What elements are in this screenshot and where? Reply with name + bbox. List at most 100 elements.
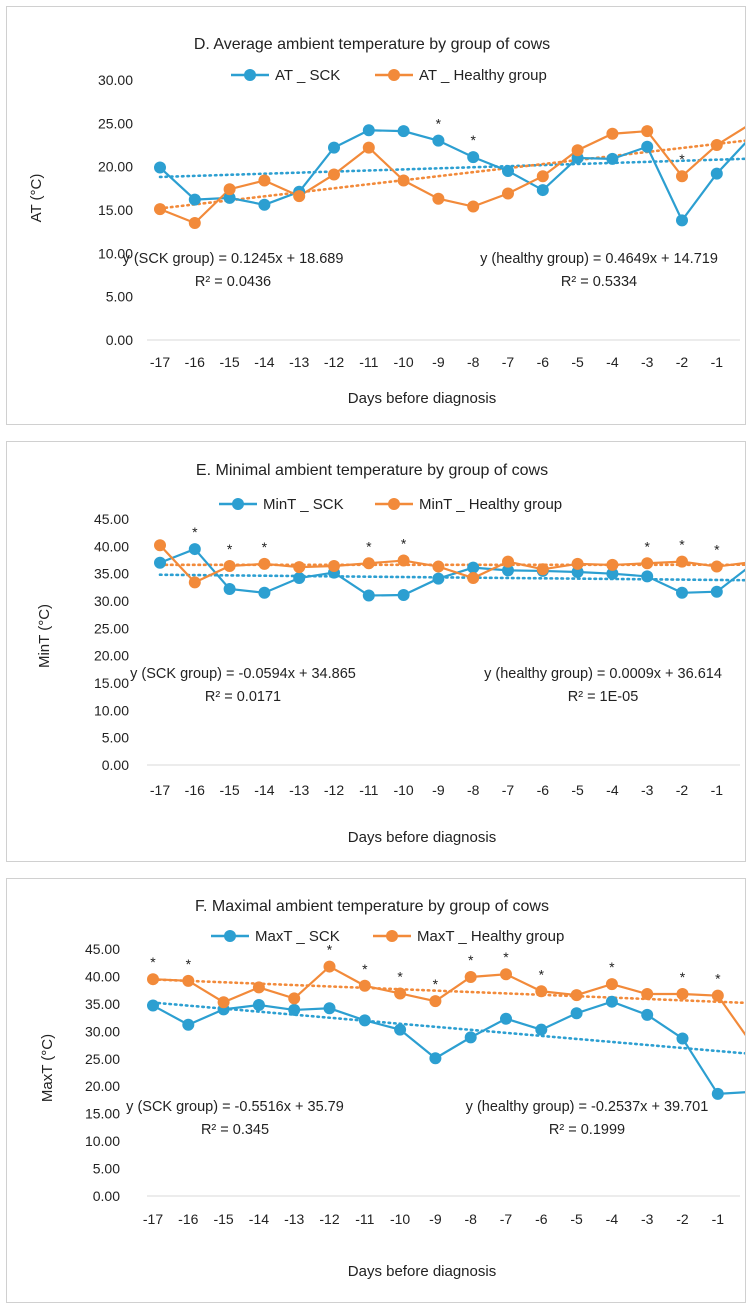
x-tick-label: -3 bbox=[641, 1211, 654, 1227]
data-point-healthy bbox=[536, 170, 549, 183]
data-point-healthy bbox=[397, 554, 410, 567]
legend-marker-healthy bbox=[388, 69, 400, 81]
x-tick-label: -14 bbox=[254, 354, 274, 370]
trend-r2-sck: R² = 0.0171 bbox=[205, 689, 281, 705]
trend-eq-healthy: y (healthy group) = -0.2537x + 39.701 bbox=[466, 1099, 709, 1115]
significance-asterisk: * bbox=[186, 956, 192, 972]
trendlines bbox=[158, 139, 745, 210]
data-point-sck bbox=[676, 1032, 689, 1045]
x-tick-label: -2 bbox=[676, 354, 689, 370]
data-point-healthy bbox=[432, 560, 445, 573]
x-tick-label: -16 bbox=[185, 782, 205, 798]
x-tick-label: -7 bbox=[502, 354, 515, 370]
data-point-sck bbox=[394, 1023, 407, 1036]
y-tick-label: 5.00 bbox=[102, 730, 129, 746]
x-tick-label: -6 bbox=[535, 1211, 548, 1227]
data-point-sck bbox=[641, 1008, 654, 1021]
data-point-healthy bbox=[293, 190, 306, 203]
data-point-healthy bbox=[710, 139, 723, 151]
y-axis-ticks: 0.00 5.00 10.00 15.00 20.00 25.00 30.00 bbox=[98, 72, 133, 348]
legend-label-healthy: MinT _ Healthy group bbox=[419, 496, 562, 513]
data-point-healthy bbox=[710, 560, 723, 573]
significance-asterisk: * bbox=[433, 976, 439, 992]
y-axis-label: AT (°C) bbox=[28, 174, 45, 223]
data-point-sck bbox=[188, 193, 201, 206]
significance-asterisk: * bbox=[715, 971, 721, 987]
x-tick-label: -13 bbox=[284, 1211, 304, 1227]
data-point-healthy bbox=[182, 974, 195, 987]
data-point-sck bbox=[605, 995, 618, 1008]
y-tick-label: 10.00 bbox=[94, 702, 129, 718]
x-tick-label: -17 bbox=[143, 1211, 163, 1227]
data-point-healthy bbox=[464, 970, 477, 983]
data-point-sck bbox=[710, 585, 723, 598]
x-tick-label: -15 bbox=[219, 782, 239, 798]
x-tick-label: -12 bbox=[324, 354, 344, 370]
data-point-healthy bbox=[605, 978, 618, 991]
significance-asterisk: * bbox=[539, 966, 545, 982]
y-tick-label: 20.00 bbox=[98, 159, 133, 175]
y-tick-label: 45.00 bbox=[94, 511, 129, 527]
data-point-healthy bbox=[362, 141, 375, 154]
x-tick-label: -9 bbox=[432, 782, 445, 798]
data-point-healthy bbox=[328, 560, 340, 573]
x-axis-ticks: -17 -16 -15 -14 -13 -12 -11 -10 -9 -8 -7 -6 -5 -4 -3 -2… bbox=[143, 1211, 725, 1227]
data-point-sck bbox=[223, 582, 236, 595]
x-axis-label: Days before diagnosis bbox=[348, 829, 496, 846]
data-point-sck bbox=[710, 167, 723, 180]
x-tick-label: -12 bbox=[324, 782, 344, 798]
y-tick-label: 35.00 bbox=[85, 996, 120, 1012]
chart-e-svg: E. Minimal ambient temperature by group … bbox=[36, 462, 745, 846]
significance-asterisk: * bbox=[362, 961, 368, 977]
data-point-healthy bbox=[676, 988, 689, 1001]
data-point-healthy bbox=[154, 539, 166, 552]
legend: MinT _ SCK MinT _ Healthy group bbox=[219, 496, 562, 513]
trend-eq-sck: y (SCK group) = -0.5516x + 35.79 bbox=[126, 1099, 344, 1115]
y-tick-label: 20.00 bbox=[94, 648, 129, 664]
data-point-healthy bbox=[535, 985, 548, 998]
x-tick-label: -12 bbox=[319, 1211, 339, 1227]
chart-title: D. Average ambient temperature by group … bbox=[194, 36, 550, 53]
x-tick-label: -1 bbox=[712, 1211, 725, 1227]
significance-asterisk: * bbox=[262, 539, 268, 555]
data-point-sck bbox=[500, 1012, 512, 1025]
data-point-healthy bbox=[362, 557, 375, 570]
x-tick-label: -5 bbox=[571, 354, 584, 370]
y-tick-label: 20.00 bbox=[85, 1078, 120, 1094]
legend: MaxT _ SCK MaxT _ Healthy group bbox=[211, 928, 564, 945]
x-tick-label: -7 bbox=[500, 1211, 513, 1227]
x-axis-ticks: -17 -16 -15 -14 -13 -12 -11 -10 -9 -8 -7 -6 -5 -4 -3 -2… bbox=[150, 782, 723, 798]
data-point-sck bbox=[570, 1007, 583, 1020]
significance-asterisk: * bbox=[436, 116, 442, 132]
data-point-sck bbox=[535, 1023, 548, 1036]
data-point-sck bbox=[641, 570, 654, 583]
significance-asterisk: * bbox=[470, 132, 476, 148]
trend-r2-sck: R² = 0.0436 bbox=[195, 274, 271, 290]
data-point-healthy bbox=[323, 960, 336, 973]
data-point-healthy bbox=[223, 560, 236, 573]
data-point-healthy bbox=[641, 125, 654, 138]
x-tick-label: -16 bbox=[185, 354, 205, 370]
data-point-healthy bbox=[606, 558, 619, 571]
legend-label-sck: MinT _ SCK bbox=[263, 496, 344, 513]
data-point-healthy bbox=[536, 563, 549, 576]
x-tick-label: -6 bbox=[537, 782, 550, 798]
data-point-healthy bbox=[467, 200, 480, 213]
data-point-sck bbox=[641, 140, 654, 153]
data-point-healthy bbox=[432, 192, 445, 205]
data-point-healthy bbox=[570, 989, 583, 1002]
data-point-healthy bbox=[258, 174, 271, 187]
significance-asterisk: * bbox=[468, 952, 474, 968]
y-tick-label: 0.00 bbox=[93, 1188, 120, 1204]
data-point-sck bbox=[606, 152, 619, 165]
series-markers bbox=[154, 124, 723, 229]
data-point-sck bbox=[467, 561, 480, 574]
chart-d-svg: D. Average ambient temperature by group … bbox=[28, 36, 745, 407]
x-tick-label: -5 bbox=[570, 1211, 583, 1227]
x-tick-label: -11 bbox=[355, 1211, 374, 1227]
x-tick-label: -8 bbox=[464, 1211, 477, 1227]
significance-asterisk: * bbox=[503, 949, 509, 965]
significance-asterisks: * * * * * * * * bbox=[192, 524, 720, 557]
x-tick-label: -16 bbox=[178, 1211, 198, 1227]
trend-eq-healthy: y (healthy group) = 0.4649x + 14.719 bbox=[480, 251, 718, 267]
